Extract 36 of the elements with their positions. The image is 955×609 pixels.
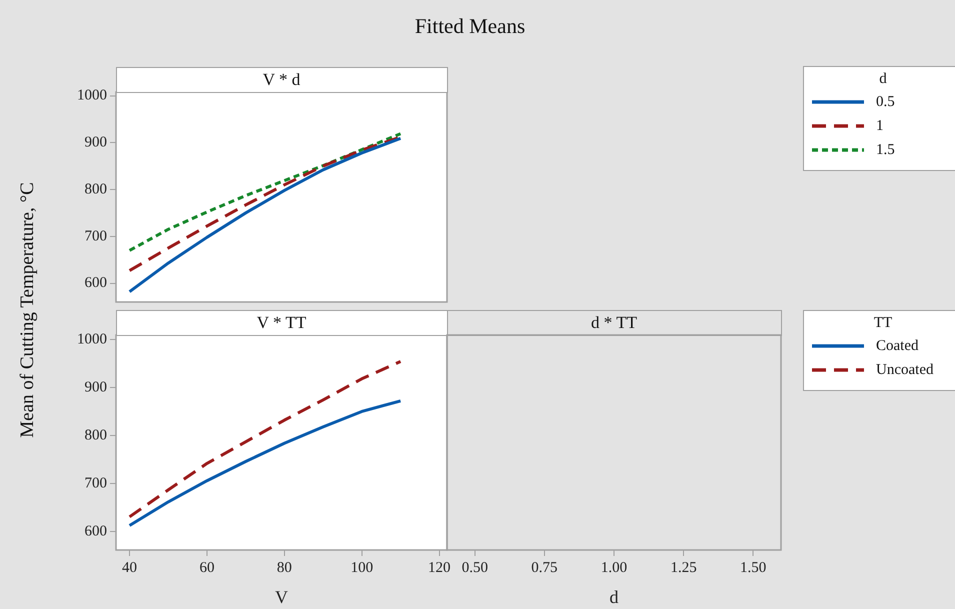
text: Fitted Means: [414, 14, 526, 39]
line-series: [128, 360, 402, 518]
legend-label: 1.5: [876, 142, 895, 158]
chart-title: V * d: [116, 67, 448, 93]
legend-label: Coated: [876, 338, 918, 354]
y-tick-label: 1000: [77, 331, 107, 348]
y-tick-label: 800: [84, 427, 107, 444]
legend-title: TT: [872, 315, 894, 332]
line-series: [128, 132, 402, 252]
x-tick-label: 100: [350, 560, 374, 576]
y-tick-label: 600: [84, 275, 107, 292]
y-tick-label: 1000: [77, 88, 107, 104]
y-tick-label: 800: [84, 181, 107, 198]
x-tick-label: 1.00: [600, 560, 628, 576]
y-tick-label: 700: [84, 228, 107, 244]
y-axis-title: Mean of Cutting Temperature, °C: [17, 182, 39, 438]
x-tick-label: 0.75: [531, 560, 558, 576]
x-tick-label: 40: [122, 560, 138, 576]
y-tick-label: 900: [84, 134, 107, 151]
legend-label: 0.5: [876, 94, 895, 110]
chart-title: V * TT: [116, 310, 448, 336]
x-axis-title: d: [610, 586, 618, 607]
chart-title: d * TT: [446, 310, 782, 336]
legend-label: Uncoated: [876, 362, 934, 378]
x-tick-label: 1.50: [740, 560, 766, 576]
x-tick-label: 120: [428, 560, 451, 576]
x-tick-label: 0.50: [462, 560, 488, 576]
x-tick-label: 1.25: [670, 560, 697, 576]
y-tick-label: 600: [84, 524, 107, 540]
x-axis-title: V: [275, 586, 288, 607]
x-tick-label: 80: [276, 560, 292, 576]
legend-label: 1: [876, 118, 884, 134]
y-tick-label: 900: [84, 379, 107, 396]
legend-title: d: [878, 71, 888, 88]
y-tick-label: 700: [84, 476, 107, 492]
x-tick-label: 60: [199, 560, 214, 576]
